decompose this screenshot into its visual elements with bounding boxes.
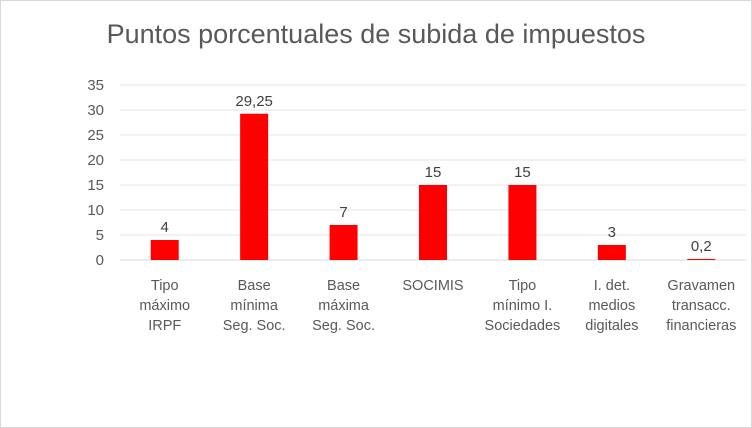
data-label: 3 <box>608 224 616 241</box>
x-category-label: financieras <box>666 318 736 334</box>
bar <box>150 240 179 260</box>
x-category-label: máxima <box>318 298 370 314</box>
bar <box>240 113 269 260</box>
y-tick-label: 0 <box>96 252 104 269</box>
bar <box>597 245 626 260</box>
y-tick-label: 30 <box>87 102 104 119</box>
x-category-label: Seg. Soc. <box>223 318 286 334</box>
y-tick-label: 5 <box>96 227 104 244</box>
bar <box>687 259 716 260</box>
data-label: 7 <box>339 204 347 221</box>
data-label: 15 <box>425 164 442 181</box>
chart-title: Puntos porcentuales de subida de impuest… <box>106 19 646 49</box>
x-category-label: IRPF <box>148 318 181 334</box>
data-label: 0,2 <box>691 238 712 255</box>
x-category-label: Gravamen <box>667 278 735 294</box>
bar <box>508 185 537 260</box>
bar <box>419 185 447 260</box>
x-category-label: I. det. <box>594 278 630 294</box>
y-tick-label: 25 <box>87 127 104 144</box>
x-category-label: transacc. <box>672 298 731 314</box>
x-category-label: Sociedades <box>485 318 561 334</box>
data-label: 4 <box>161 219 169 236</box>
y-tick-label: 20 <box>87 152 104 169</box>
x-category-label: máximo <box>139 298 190 314</box>
x-category-label: medios <box>588 298 635 314</box>
data-label: 29,25 <box>235 93 273 110</box>
x-category-label: mínima <box>230 298 278 314</box>
x-category-label: Tipo <box>151 278 179 294</box>
y-tick-label: 35 <box>87 77 104 94</box>
bar <box>329 225 358 260</box>
data-label: 15 <box>514 164 531 181</box>
x-category-label: mínimo I. <box>493 298 553 314</box>
x-category-label: digitales <box>585 318 638 334</box>
x-category-label: Base <box>327 278 360 294</box>
y-tick-label: 10 <box>87 202 104 219</box>
y-tick-label: 15 <box>87 177 104 194</box>
x-category-label: Tipo <box>509 278 537 294</box>
x-category-label: Seg. Soc. <box>312 318 375 334</box>
x-category-label: SOCIMIS <box>402 278 463 294</box>
x-category-label: Base <box>238 278 271 294</box>
